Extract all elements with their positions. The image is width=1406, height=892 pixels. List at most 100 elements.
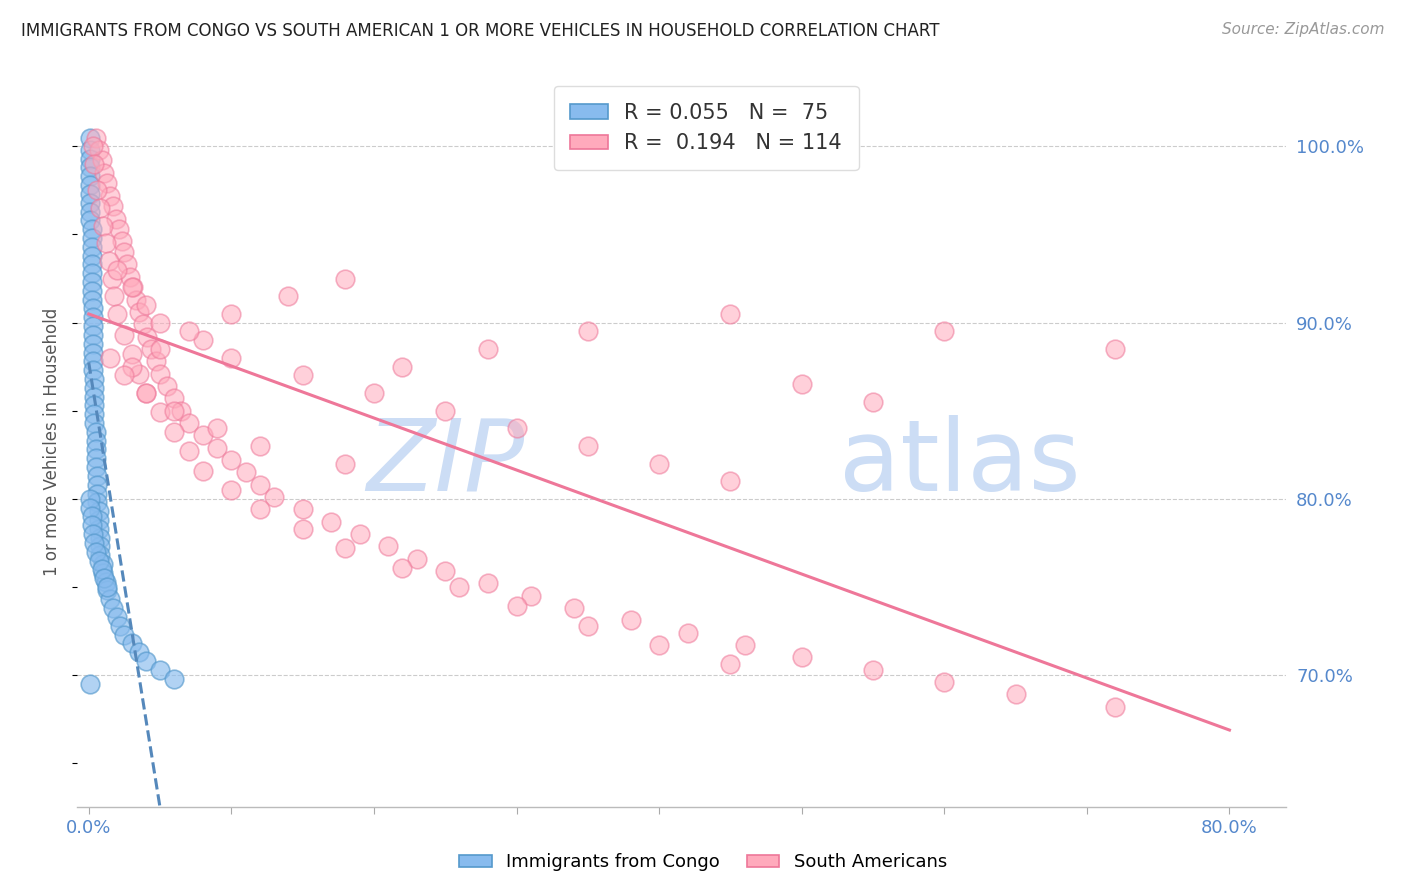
Point	[79, 169, 101, 184]
Point	[94, 574, 117, 589]
Point	[80, 222, 103, 236]
Point	[86, 183, 108, 197]
Point	[149, 367, 172, 381]
Point	[619, 614, 641, 628]
Point	[335, 457, 357, 471]
Point	[862, 395, 884, 409]
Point	[80, 293, 103, 307]
Point	[263, 490, 285, 504]
Point	[221, 483, 243, 497]
Point	[125, 293, 148, 307]
Point	[86, 486, 108, 500]
Point	[562, 601, 585, 615]
Point	[191, 333, 214, 347]
Point	[107, 222, 129, 236]
Point	[135, 654, 157, 668]
Point	[177, 416, 200, 430]
Point	[112, 368, 135, 383]
Point	[205, 441, 228, 455]
Point	[377, 540, 399, 554]
Legend: Immigrants from Congo, South Americans: Immigrants from Congo, South Americans	[451, 847, 955, 879]
Point	[93, 571, 115, 585]
Point	[505, 599, 527, 614]
Point	[86, 477, 108, 491]
Point	[89, 201, 111, 215]
Point	[82, 345, 104, 359]
Point	[221, 307, 243, 321]
Point	[112, 327, 135, 342]
Point	[249, 502, 271, 516]
Point	[82, 354, 104, 368]
Point	[335, 271, 357, 285]
Point	[79, 130, 101, 145]
Legend: R = 0.055   N =  75, R =  0.194   N = 114: R = 0.055 N = 75, R = 0.194 N = 114	[554, 87, 859, 170]
Point	[121, 359, 143, 374]
Point	[163, 672, 186, 686]
Point	[1104, 342, 1126, 356]
Point	[84, 434, 107, 448]
Point	[91, 557, 114, 571]
Text: IMMIGRANTS FROM CONGO VS SOUTH AMERICAN 1 OR MORE VEHICLES IN HOUSEHOLD CORRELAT: IMMIGRANTS FROM CONGO VS SOUTH AMERICAN …	[21, 22, 939, 40]
Point	[163, 403, 186, 417]
Point	[149, 663, 172, 677]
Point	[83, 157, 105, 171]
Point	[90, 153, 112, 168]
Point	[132, 318, 155, 332]
Point	[434, 564, 457, 578]
Point	[87, 522, 110, 536]
Point	[291, 522, 314, 536]
Point	[80, 275, 103, 289]
Point	[648, 638, 671, 652]
Point	[321, 515, 343, 529]
Point	[96, 580, 118, 594]
Point	[82, 139, 104, 153]
Point	[83, 398, 105, 412]
Point	[91, 566, 114, 580]
Point	[84, 442, 107, 457]
Point	[96, 583, 118, 598]
Point	[98, 188, 121, 202]
Text: ZIP: ZIP	[367, 415, 524, 512]
Point	[449, 580, 471, 594]
Point	[1004, 688, 1026, 702]
Point	[105, 307, 128, 321]
Point	[135, 386, 157, 401]
Point	[122, 280, 145, 294]
Point	[108, 618, 131, 632]
Point	[87, 143, 110, 157]
Point	[145, 354, 167, 368]
Point	[249, 439, 271, 453]
Point	[105, 610, 128, 624]
Point	[934, 325, 956, 339]
Point	[205, 421, 228, 435]
Point	[149, 316, 172, 330]
Point	[90, 562, 112, 576]
Point	[163, 425, 186, 439]
Point	[1104, 699, 1126, 714]
Point	[277, 289, 299, 303]
Point	[86, 469, 108, 483]
Point	[121, 636, 143, 650]
Point	[177, 325, 200, 339]
Point	[115, 257, 138, 271]
Point	[135, 386, 157, 401]
Point	[718, 307, 741, 321]
Point	[87, 553, 110, 567]
Point	[89, 531, 111, 545]
Point	[80, 257, 103, 271]
Point	[105, 262, 128, 277]
Point	[291, 368, 314, 383]
Point	[83, 536, 105, 550]
Point	[405, 551, 427, 566]
Point	[235, 466, 257, 480]
Point	[80, 518, 103, 533]
Point	[135, 298, 157, 312]
Point	[335, 541, 357, 556]
Point	[98, 592, 121, 607]
Point	[934, 675, 956, 690]
Point	[363, 386, 385, 401]
Point	[141, 342, 163, 356]
Point	[101, 601, 124, 615]
Point	[79, 178, 101, 193]
Point	[80, 284, 103, 298]
